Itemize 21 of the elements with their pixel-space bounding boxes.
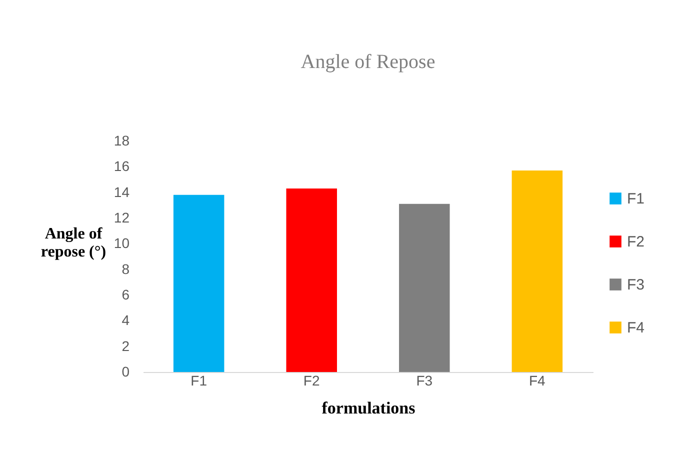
- y-tick-label: 12: [114, 210, 130, 226]
- x-tick-label: F2: [303, 372, 320, 388]
- legend-label: F1: [627, 190, 645, 208]
- y-tick-label: 18: [114, 132, 130, 148]
- y-tick-label: 10: [114, 235, 130, 252]
- chart-title: Angle of Repose: [300, 51, 436, 73]
- y-tick-label: 2: [122, 338, 130, 354]
- y-tick-label: 14: [114, 184, 130, 200]
- x-tick-label: F1: [190, 372, 208, 388]
- y-tick-label: 8: [122, 260, 130, 277]
- legend-label: F3: [627, 276, 645, 294]
- y-tick-label: 4: [122, 312, 130, 328]
- x-axis-title: formulations: [322, 398, 416, 418]
- x-tick-label: F3: [416, 372, 433, 388]
- y-tick-label: 16: [114, 158, 130, 174]
- x-tick-label: F4: [529, 372, 546, 388]
- y-axis-title: Angle of repose (°): [40, 226, 106, 260]
- y-tick-label: 0: [122, 364, 130, 380]
- legend-label: F2: [627, 234, 645, 250]
- legend-label: F4: [627, 320, 645, 336]
- y-tick-label: 6: [122, 286, 130, 302]
